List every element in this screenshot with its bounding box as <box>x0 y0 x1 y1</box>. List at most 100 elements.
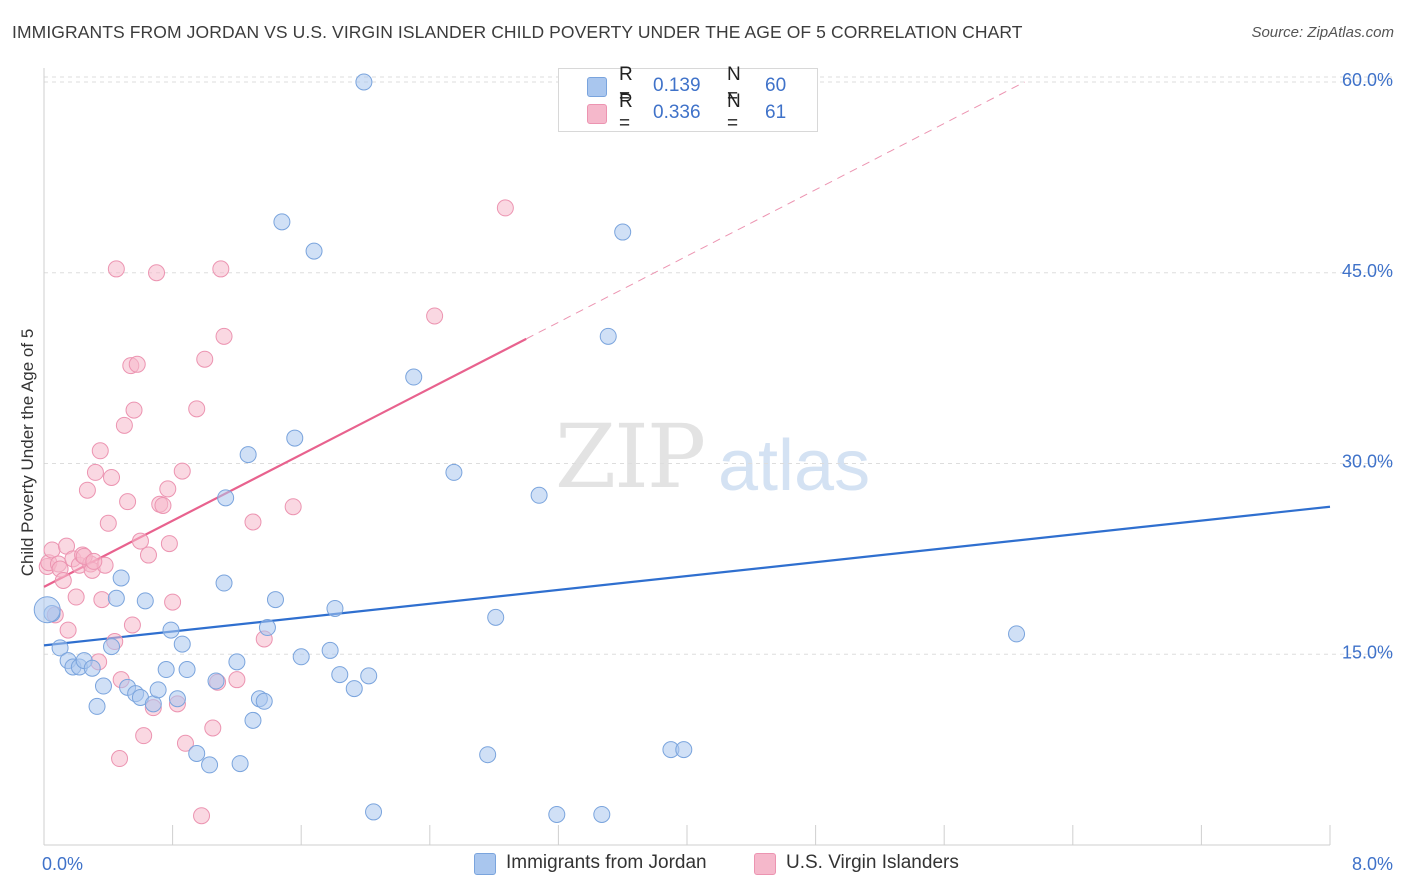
legend-n-label: N = <box>727 64 741 107</box>
bottom-legend-label-virgin-islanders: U.S. Virgin Islanders <box>786 852 959 873</box>
bottom-legend-label-jordan: Immigrants from Jordan <box>506 852 707 873</box>
data-point-jordan <box>530 486 548 504</box>
legend-r-value: 0.139 <box>653 75 701 96</box>
legend-r-label: R = <box>619 64 633 107</box>
watermark-zip: ZIP <box>555 405 706 508</box>
data-point-virgin-islanders <box>54 571 72 589</box>
data-point-virgin-islanders <box>131 532 149 550</box>
x-tick-label: 8.0% <box>1352 854 1393 874</box>
data-point-virgin-islanders <box>284 498 302 516</box>
data-point-virgin-islanders <box>188 400 206 418</box>
data-point-virgin-islanders <box>426 307 444 325</box>
y-tick-label: 15.0% <box>1342 642 1393 662</box>
series-immigrants-from-jordan <box>33 73 1026 823</box>
axes <box>43 68 1331 846</box>
legend-swatch-virgin-islanders <box>587 104 607 124</box>
data-point-jordan <box>88 697 106 715</box>
data-point-virgin-islanders <box>139 546 157 564</box>
legend-r-label: R = <box>619 91 633 134</box>
y-tick-label: 45.0% <box>1342 261 1393 281</box>
data-point-jordan <box>157 661 175 679</box>
data-point-jordan <box>273 213 291 231</box>
data-point-jordan <box>599 327 617 345</box>
correlation-legend: R = 0.139 N = 60 R = 0.336 N = 61 <box>558 64 818 134</box>
data-point-jordan <box>173 635 191 653</box>
data-point-jordan <box>255 692 273 710</box>
x-tick-label: 0.0% <box>42 854 83 874</box>
axis-labels: 15.0% 30.0% 45.0% 60.0% 0.0% 8.0% Child Povert… <box>18 70 1393 874</box>
trend-line-jordan <box>43 505 1331 647</box>
data-point-jordan <box>188 744 206 762</box>
data-point-virgin-islanders <box>193 807 211 825</box>
legend-swatch-jordan <box>587 77 607 97</box>
data-point-jordan <box>103 638 121 656</box>
y-tick-label: 30.0% <box>1342 452 1393 472</box>
data-point-virgin-islanders <box>59 621 77 639</box>
data-point-jordan <box>112 569 130 587</box>
data-point-jordan <box>593 805 611 823</box>
data-point-jordan <box>286 429 304 447</box>
data-point-jordan <box>94 677 112 695</box>
data-point-jordan <box>217 489 235 507</box>
watermark-atlas: atlas <box>718 426 871 506</box>
data-point-virgin-islanders <box>176 734 194 752</box>
data-point-jordan <box>162 621 180 639</box>
data-point-virgin-islanders <box>123 616 141 634</box>
data-point-jordan <box>231 755 249 773</box>
data-point-jordan <box>305 242 323 260</box>
data-point-jordan <box>292 648 310 666</box>
legend-n-value: 61 <box>765 102 787 123</box>
legend-n-label: N = <box>727 91 741 134</box>
data-point-jordan <box>239 446 257 464</box>
data-point-virgin-islanders <box>164 593 182 611</box>
data-point-virgin-islanders <box>119 493 137 511</box>
data-point-jordan <box>487 608 505 626</box>
data-point-virgin-islanders <box>135 727 153 745</box>
data-point-virgin-islanders <box>148 264 166 282</box>
data-point-virgin-islanders <box>85 552 103 570</box>
data-point-jordan <box>331 666 349 684</box>
data-point-jordan <box>136 592 154 610</box>
data-point-jordan <box>548 805 566 823</box>
data-point-jordan <box>178 661 196 679</box>
legend-r-value: 0.336 <box>653 102 701 123</box>
data-point-jordan <box>405 368 423 386</box>
data-point-jordan <box>614 223 632 241</box>
data-point-virgin-islanders <box>160 535 178 553</box>
data-point-jordan <box>149 681 167 699</box>
data-point-jordan <box>266 591 284 609</box>
data-point-jordan <box>345 680 363 698</box>
data-point-jordan <box>360 667 378 685</box>
series-us-virgin-islanders <box>38 199 514 825</box>
y-tick-label: 60.0% <box>1342 70 1393 90</box>
data-point-virgin-islanders <box>496 199 514 217</box>
data-point-jordan <box>1008 625 1026 643</box>
data-point-jordan <box>355 73 373 91</box>
chart-title: IMMIGRANTS FROM JORDAN VS U.S. VIRGIN IS… <box>12 22 1023 42</box>
data-point-virgin-islanders <box>107 260 125 278</box>
data-point-jordan <box>228 653 246 671</box>
data-point-virgin-islanders <box>78 481 96 499</box>
data-point-jordan <box>321 641 339 659</box>
data-point-virgin-islanders <box>159 480 177 498</box>
data-point-jordan <box>33 596 61 624</box>
data-point-virgin-islanders <box>212 260 230 278</box>
data-point-virgin-islanders <box>111 750 129 768</box>
data-point-jordan <box>244 711 262 729</box>
data-point-jordan <box>51 639 69 657</box>
data-point-virgin-islanders <box>93 591 111 609</box>
legend-n-value: 60 <box>765 75 787 96</box>
data-point-jordan <box>675 741 693 759</box>
data-point-virgin-islanders <box>244 513 262 531</box>
data-point-virgin-islanders <box>103 468 121 486</box>
data-point-jordan <box>207 672 225 690</box>
data-point-virgin-islanders <box>228 671 246 689</box>
data-point-jordan <box>83 659 101 677</box>
data-point-jordan <box>479 746 497 764</box>
source-label: Source: ZipAtlas.com <box>1251 24 1394 41</box>
data-point-virgin-islanders <box>154 496 172 514</box>
data-point-virgin-islanders <box>91 442 109 460</box>
data-point-virgin-islanders <box>125 401 143 419</box>
data-point-virgin-islanders <box>128 355 146 373</box>
